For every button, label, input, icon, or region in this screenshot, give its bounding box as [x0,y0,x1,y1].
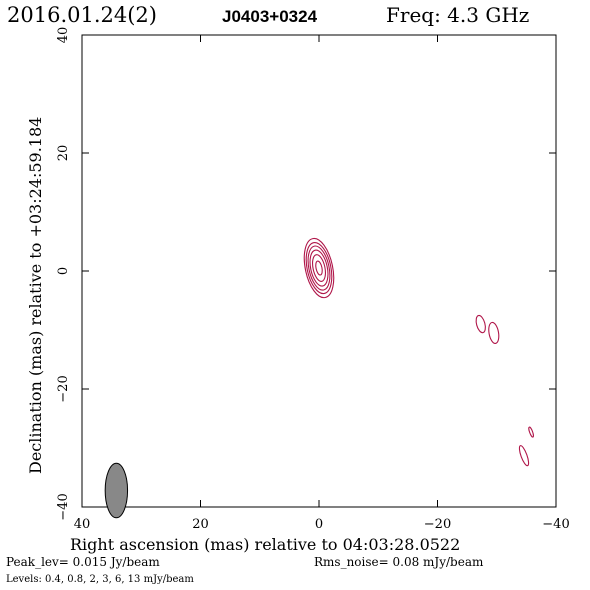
contour-blob-1-0 [475,314,486,334]
contour-core-2 [307,245,331,291]
contour-core-5 [315,260,323,276]
x-tick-label-4: −40 [542,517,569,532]
frequency-label: Freq: 4.3 GHz [386,3,529,27]
source-name: J0403+0324 [222,7,318,26]
x-axis-title: Right ascension (mas) relative to 04:03:… [70,535,460,554]
y-tick-label-1: −20 [56,375,71,402]
axis-ticks [81,34,557,508]
contour-core-3 [309,249,329,287]
peak-level: Peak_lev= 0.015 Jy/beam [6,555,160,569]
x-tick-labels: 40 20 0 −20 −40 [74,517,570,532]
contour-blob-2-0 [488,321,500,344]
contour-levels: Levels: 0.4, 0.8, 2, 3, 6, 13 mJy/beam [6,574,194,585]
contour-core-1 [305,241,333,295]
x-tick-label-0: 40 [74,517,91,532]
x-tick-label-1: 20 [192,517,209,532]
y-tick-label-0: −40 [56,493,71,520]
y-tick-label-4: 40 [56,27,71,44]
rms-noise: Rms_noise= 0.08 mJy/beam [314,555,484,569]
contour-blob-4-0 [528,426,534,438]
contour-core-4 [312,254,326,282]
beam-ellipse [104,462,129,519]
y-tick-labels: −40 −20 0 20 40 [56,27,71,521]
contour-group [303,237,534,467]
x-tick-label-3: −20 [424,517,451,532]
x-tick-label-2: 0 [315,517,323,532]
y-tick-label-3: 20 [56,145,71,162]
plot-frame [81,34,557,508]
contour-core-0 [303,237,335,299]
beam-group [104,462,129,519]
y-axis-title: Declination (mas) relative to +03:24:59.… [26,117,45,474]
contour-blob-3-0 [518,445,530,467]
y-tick-label-2: 0 [56,267,71,275]
observation-date: 2016.01.24(2) [7,3,157,27]
